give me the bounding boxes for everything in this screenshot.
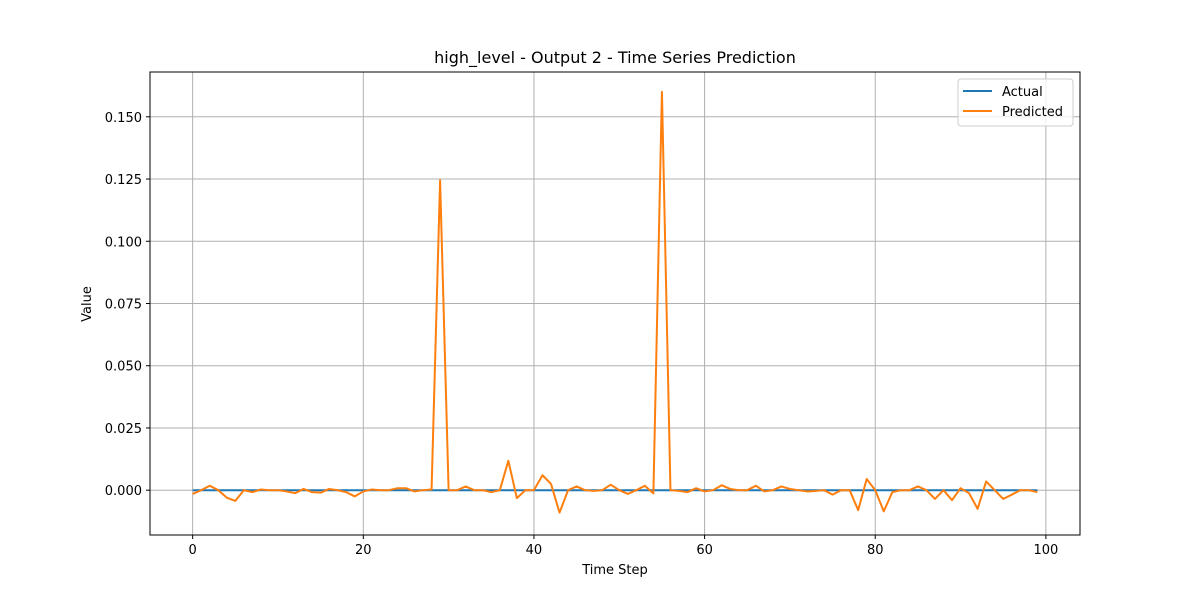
x-axis: 0 20 40 60 80 100	[189, 535, 1058, 558]
legend-label-predicted: Predicted	[1002, 105, 1063, 120]
legend-label-actual: Actual	[1002, 85, 1043, 100]
chart-title: high_level - Output 2 - Time Series Pred…	[434, 48, 796, 68]
x-axis-label: Time Step	[581, 563, 648, 578]
x-tick-label: 0	[189, 543, 197, 558]
x-tick-label: 60	[696, 543, 713, 558]
x-tick-label: 100	[1033, 543, 1058, 558]
y-tick-label: 0.150	[105, 111, 142, 126]
y-axis-label: Value	[80, 286, 95, 322]
y-tick-label: 0.125	[105, 173, 142, 188]
x-tick-label: 40	[526, 543, 543, 558]
x-tick-label: 20	[355, 543, 372, 558]
y-tick-label: 0.100	[105, 235, 142, 250]
series-layer	[192, 90, 1038, 514]
x-tick-label: 80	[867, 543, 884, 558]
y-axis: 0.000 0.025 0.050 0.075 0.100 0.125 0.150	[105, 111, 150, 499]
y-tick-label: 0.075	[105, 298, 142, 313]
legend: Actual Predicted	[957, 78, 1074, 127]
series-line-predicted	[192, 90, 1038, 514]
y-tick-label: 0.025	[105, 422, 142, 437]
y-tick-label: 0.000	[105, 484, 142, 499]
y-tick-label: 0.050	[105, 360, 142, 375]
